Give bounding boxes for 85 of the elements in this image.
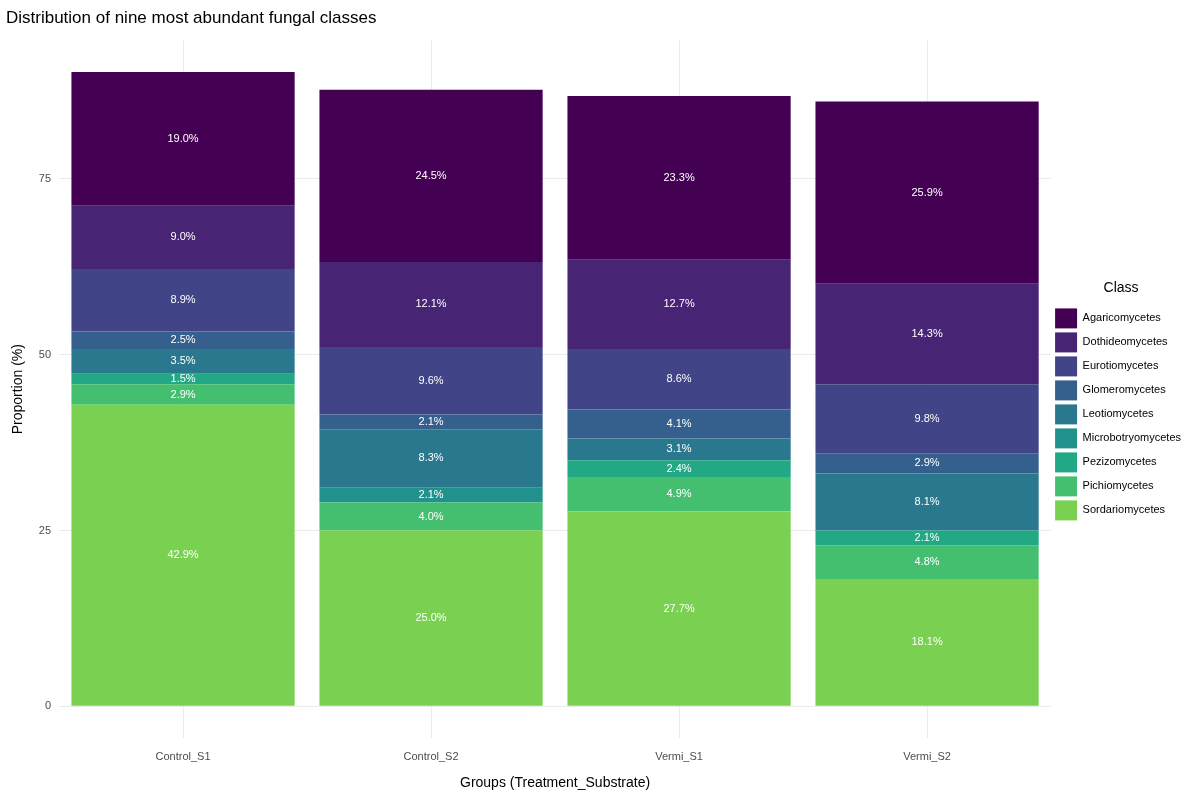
data-label: 9.0% [170, 230, 196, 243]
legend-label: Dothideomycetes [1082, 335, 1169, 348]
bar [815, 453, 1039, 474]
bar [567, 95, 791, 260]
x-tick-label: Control_S1 [155, 749, 211, 762]
legend-title: Class [1103, 279, 1139, 296]
x-tick-label: Vermi_S1 [655, 749, 703, 762]
y-tick-label: 50 [38, 347, 52, 360]
data-label: 2.9% [914, 456, 940, 469]
bar [567, 438, 791, 461]
y-tick-label: 0 [44, 699, 52, 712]
bar [71, 205, 295, 269]
legend-label: Eurotiomycetes [1082, 359, 1159, 372]
data-label: 2.1% [914, 530, 940, 543]
bar [319, 414, 543, 430]
bar [815, 579, 1039, 706]
y-tick-label: 25 [38, 523, 52, 536]
legend-label: Leotiomycetes [1082, 407, 1155, 420]
data-label: 2.5% [170, 333, 196, 346]
data-label: 24.5% [415, 168, 447, 181]
legend-label: Pezizomycetes [1082, 455, 1158, 468]
bar [567, 259, 791, 350]
data-label: 9.8% [914, 411, 940, 424]
bar [71, 331, 295, 350]
data-label: 3.5% [170, 354, 196, 367]
data-label: 4.9% [666, 487, 692, 500]
legend-label: Microbotryomycetes [1082, 431, 1182, 444]
bar [567, 511, 791, 706]
bar [319, 429, 543, 488]
bar [319, 261, 543, 348]
bar [319, 502, 543, 531]
x-tick-label: Control_S2 [403, 749, 459, 762]
bar [567, 409, 791, 439]
bar [567, 349, 791, 410]
bar [567, 477, 791, 512]
bar [815, 283, 1039, 385]
bar [71, 384, 295, 405]
data-label: 14.3% [911, 327, 943, 340]
data-label: 9.6% [418, 373, 444, 386]
data-label: 19.0% [167, 131, 199, 144]
bar [815, 384, 1039, 454]
data-label: 8.1% [914, 495, 940, 508]
legend-label: Agaricomycetes [1082, 311, 1162, 324]
data-label: 8.6% [666, 372, 692, 385]
data-label: 8.3% [418, 451, 444, 464]
bar [71, 404, 295, 706]
legend-label: Pichiomycetes [1082, 479, 1154, 492]
chart-title: Distribution of nine most abundant fungal classes [6, 7, 377, 27]
data-label: 2.4% [666, 461, 692, 474]
x-axis-title: Groups (Treatment_Substrate) [460, 774, 651, 791]
data-label: 2.1% [418, 488, 444, 501]
data-label: 2.1% [418, 414, 444, 427]
bar [815, 473, 1039, 531]
data-label: 4.0% [418, 509, 444, 522]
bar [319, 487, 543, 503]
bar [815, 530, 1039, 546]
data-label: 18.1% [911, 635, 943, 648]
legend-label: Glomeromycetes [1082, 383, 1167, 396]
data-label: 12.7% [663, 297, 695, 310]
data-label: 3.1% [666, 442, 692, 455]
data-label: 12.1% [415, 297, 447, 310]
legend-label: Sordariomycetes [1082, 503, 1166, 516]
bar [71, 72, 295, 206]
data-label: 4.8% [914, 555, 940, 568]
y-tick-label: 75 [38, 171, 52, 184]
bar [71, 373, 295, 385]
bar [319, 347, 543, 415]
bar [815, 101, 1039, 284]
data-label: 8.9% [170, 293, 196, 306]
bar [815, 545, 1039, 580]
data-label: 4.1% [666, 417, 692, 430]
data-label: 42.9% [167, 548, 199, 561]
data-label: 27.7% [663, 601, 695, 614]
x-tick-label: Vermi_S2 [903, 749, 951, 762]
bar [319, 89, 543, 262]
data-label: 1.5% [170, 372, 196, 385]
bar [71, 268, 295, 332]
data-label: 25.0% [415, 611, 447, 624]
data-label: 23.3% [663, 170, 695, 183]
data-label: 2.9% [170, 387, 196, 400]
bar [71, 349, 295, 374]
data-label: 25.9% [911, 185, 943, 198]
y-axis-title: Proportion (%) [9, 344, 26, 435]
bar [567, 460, 791, 478]
bar [319, 530, 543, 706]
